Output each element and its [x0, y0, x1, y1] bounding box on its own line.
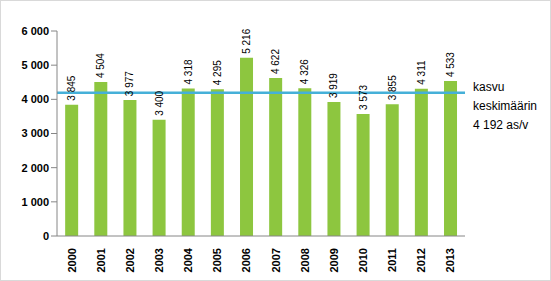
svg-text:0: 0 [43, 230, 49, 242]
svg-text:2011: 2011 [386, 248, 398, 272]
svg-text:2010: 2010 [357, 248, 369, 272]
svg-text:4 311: 4 311 [416, 60, 427, 85]
svg-text:3 573: 3 573 [358, 84, 369, 109]
svg-text:keskimäärin: keskimäärin [473, 99, 537, 113]
svg-text:4 318: 4 318 [183, 59, 194, 84]
svg-text:2008: 2008 [299, 248, 311, 272]
svg-text:4 533: 4 533 [445, 52, 456, 77]
svg-text:3 919: 3 919 [328, 73, 339, 98]
svg-text:3 000: 3 000 [21, 127, 49, 139]
svg-text:4 000: 4 000 [21, 93, 49, 105]
svg-text:2000: 2000 [66, 248, 78, 272]
svg-text:1 000: 1 000 [21, 196, 49, 208]
svg-text:2004: 2004 [182, 247, 194, 272]
svg-text:4 326: 4 326 [299, 59, 310, 84]
svg-text:2003: 2003 [153, 248, 165, 272]
svg-text:5 216: 5 216 [241, 28, 252, 53]
svg-text:2009: 2009 [328, 248, 340, 272]
svg-text:4 622: 4 622 [270, 49, 281, 74]
svg-text:6 000: 6 000 [21, 25, 49, 37]
svg-text:2012: 2012 [415, 248, 427, 272]
svg-text:kasvu: kasvu [473, 80, 504, 94]
svg-text:4 504: 4 504 [95, 53, 106, 78]
svg-text:3 855: 3 855 [387, 75, 398, 100]
svg-text:2005: 2005 [211, 248, 223, 272]
svg-text:3 400: 3 400 [154, 90, 165, 115]
svg-text:2 000: 2 000 [21, 162, 49, 174]
svg-text:3 977: 3 977 [124, 71, 135, 96]
svg-text:3 845: 3 845 [66, 75, 77, 100]
svg-text:5 000: 5 000 [21, 59, 49, 71]
svg-text:2006: 2006 [240, 248, 252, 272]
svg-text:4 295: 4 295 [212, 60, 223, 85]
svg-text:2013: 2013 [444, 248, 456, 272]
svg-text:2001: 2001 [95, 248, 107, 272]
svg-text:4 192 as/v: 4 192 as/v [473, 118, 528, 132]
svg-text:2002: 2002 [124, 248, 136, 272]
svg-text:2007: 2007 [270, 248, 282, 272]
